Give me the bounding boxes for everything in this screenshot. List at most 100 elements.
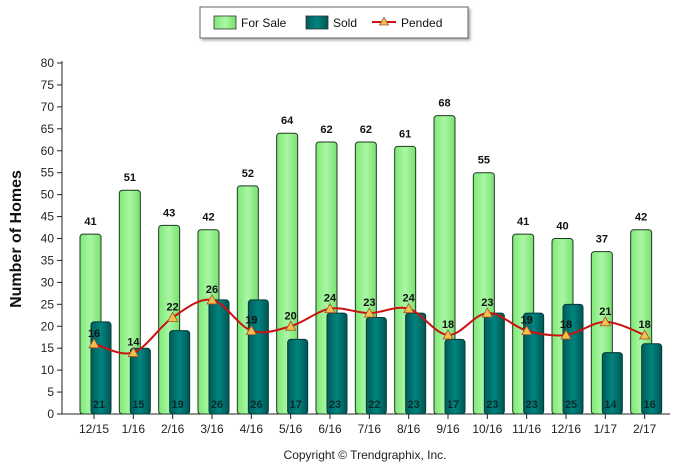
pended-value-label: 24 <box>324 293 337 305</box>
x-tick-label: 3/16 <box>200 422 224 436</box>
for-sale-value-label: 61 <box>399 128 411 140</box>
for-sale-value-label: 52 <box>242 168 254 180</box>
pended-marker <box>245 324 258 336</box>
sold-bar <box>208 299 230 415</box>
pended-value-label: 22 <box>167 301 179 313</box>
for-sale-value-label: 68 <box>438 98 450 110</box>
sold-value-label: 15 <box>132 399 144 411</box>
legend-label-for-sale: For Sale <box>241 16 287 30</box>
y-tick-label: 45 <box>41 210 55 224</box>
sold-value-label: 16 <box>644 399 656 411</box>
pended-value-label: 18 <box>639 319 651 331</box>
pended-value-label: 26 <box>206 284 218 296</box>
x-tick-label: 5/16 <box>279 422 303 436</box>
for-sale-value-label: 62 <box>320 124 332 136</box>
copyright-text: Copyright © Trendgraphix, Inc. <box>284 448 447 462</box>
pended-marker <box>402 302 415 314</box>
y-tick-label: 10 <box>41 363 55 377</box>
pended-value-label: 14 <box>127 337 140 349</box>
x-tick-label: 4/16 <box>240 422 264 436</box>
pended-value-label: 18 <box>442 319 454 331</box>
pended-marker <box>442 329 454 340</box>
sold-value-label: 26 <box>211 399 223 411</box>
y-tick-label: 20 <box>41 319 55 333</box>
pended-marker <box>206 294 218 305</box>
y-tick-label: 60 <box>41 144 55 158</box>
for-sale-value-label: 37 <box>596 234 608 246</box>
for-sale-value-label: 42 <box>635 212 647 224</box>
pended-marker <box>560 329 572 340</box>
pended-value-label: 18 <box>560 319 572 331</box>
pended-marker <box>166 311 179 322</box>
y-tick-label: 80 <box>41 56 55 70</box>
for-sale-value-label: 40 <box>556 221 568 233</box>
y-tick-label: 75 <box>41 78 55 92</box>
y-tick-label: 55 <box>41 166 55 180</box>
sold-bar <box>326 312 348 415</box>
y-axis-title: Number of Homes <box>8 170 25 308</box>
for-sale-value-label: 62 <box>360 124 372 136</box>
legend-label-pended: Pended <box>401 16 442 30</box>
x-tick-label: 11/16 <box>512 422 541 436</box>
for-sale-value-label: 41 <box>84 216 96 228</box>
pended-value-label: 23 <box>363 297 375 309</box>
sold-value-label: 19 <box>172 399 184 411</box>
sold-value-label: 21 <box>93 399 105 411</box>
sold-bar <box>444 338 466 415</box>
x-tick-label: 10/16 <box>472 422 502 436</box>
pended-marker <box>363 307 376 318</box>
sold-bar <box>365 316 387 415</box>
x-tick-label: 7/16 <box>358 422 382 436</box>
for-sale-value-label: 64 <box>281 115 294 127</box>
x-tick-label: 1/17 <box>594 422 618 436</box>
sold-bar <box>601 352 623 415</box>
x-axis: 12/15 1/16 2/16 3/16 4/16 5/16 6/16 7/16 8/16 9/1… <box>62 413 670 436</box>
sold-bar <box>523 312 545 415</box>
pended-marker <box>284 320 297 331</box>
x-tick-label: 8/16 <box>397 422 421 436</box>
x-tick-label: 12/16 <box>551 422 581 436</box>
sold-bar <box>169 330 191 415</box>
legend: For Sale Sold Pended <box>199 6 469 39</box>
y-tick-label: 65 <box>41 122 55 136</box>
pended-marker <box>324 302 336 314</box>
pended-marker <box>520 324 533 336</box>
pended-marker <box>599 316 612 327</box>
sold-value-label: 25 <box>565 399 577 411</box>
x-tick-label: 9/16 <box>436 422 460 436</box>
pended-value-label: 16 <box>88 328 100 340</box>
sold-value-label: 22 <box>368 399 380 411</box>
legend-label-sold: Sold <box>333 16 357 30</box>
pended-value-label: 24 <box>403 293 416 305</box>
x-tick-label: 12/15 <box>79 422 109 436</box>
legend-swatch-sold <box>305 15 329 30</box>
y-tick-label: 0 <box>47 407 54 421</box>
pended-marker <box>127 346 140 357</box>
y-tick-label: 40 <box>41 232 55 246</box>
y-tick-label: 25 <box>41 297 55 311</box>
x-tick-label: 6/16 <box>318 422 342 436</box>
pended-value-label: 20 <box>285 310 297 322</box>
pended-value-label: 21 <box>599 306 611 318</box>
y-tick-label: 15 <box>41 341 55 355</box>
y-tick-label: 50 <box>41 188 55 202</box>
legend-box <box>199 6 469 39</box>
sold-value-label: 23 <box>526 399 538 411</box>
sold-value-label: 14 <box>604 399 617 411</box>
pended-value-label: 23 <box>481 297 493 309</box>
pended-value-label: 19 <box>521 315 533 327</box>
x-tick-label: 2/16 <box>161 422 185 436</box>
legend-swatch-for-sale <box>213 15 237 30</box>
y-axis: 0 5 10 15 20 25 30 35 40 45 50 55 60 65 70 75 80 <box>41 56 63 421</box>
pended-value-label: 19 <box>245 315 257 327</box>
legend-marker-pended <box>378 16 390 26</box>
for-sale-value-label: 41 <box>517 216 529 228</box>
sold-value-label: 17 <box>447 399 459 411</box>
x-tick-label: 2/17 <box>633 422 657 436</box>
for-sale-value-label: 42 <box>202 212 214 224</box>
pended-marker <box>638 329 651 340</box>
pended-marker <box>481 307 494 318</box>
for-sale-value-label: 55 <box>478 155 490 167</box>
sold-value-label: 23 <box>329 399 341 411</box>
